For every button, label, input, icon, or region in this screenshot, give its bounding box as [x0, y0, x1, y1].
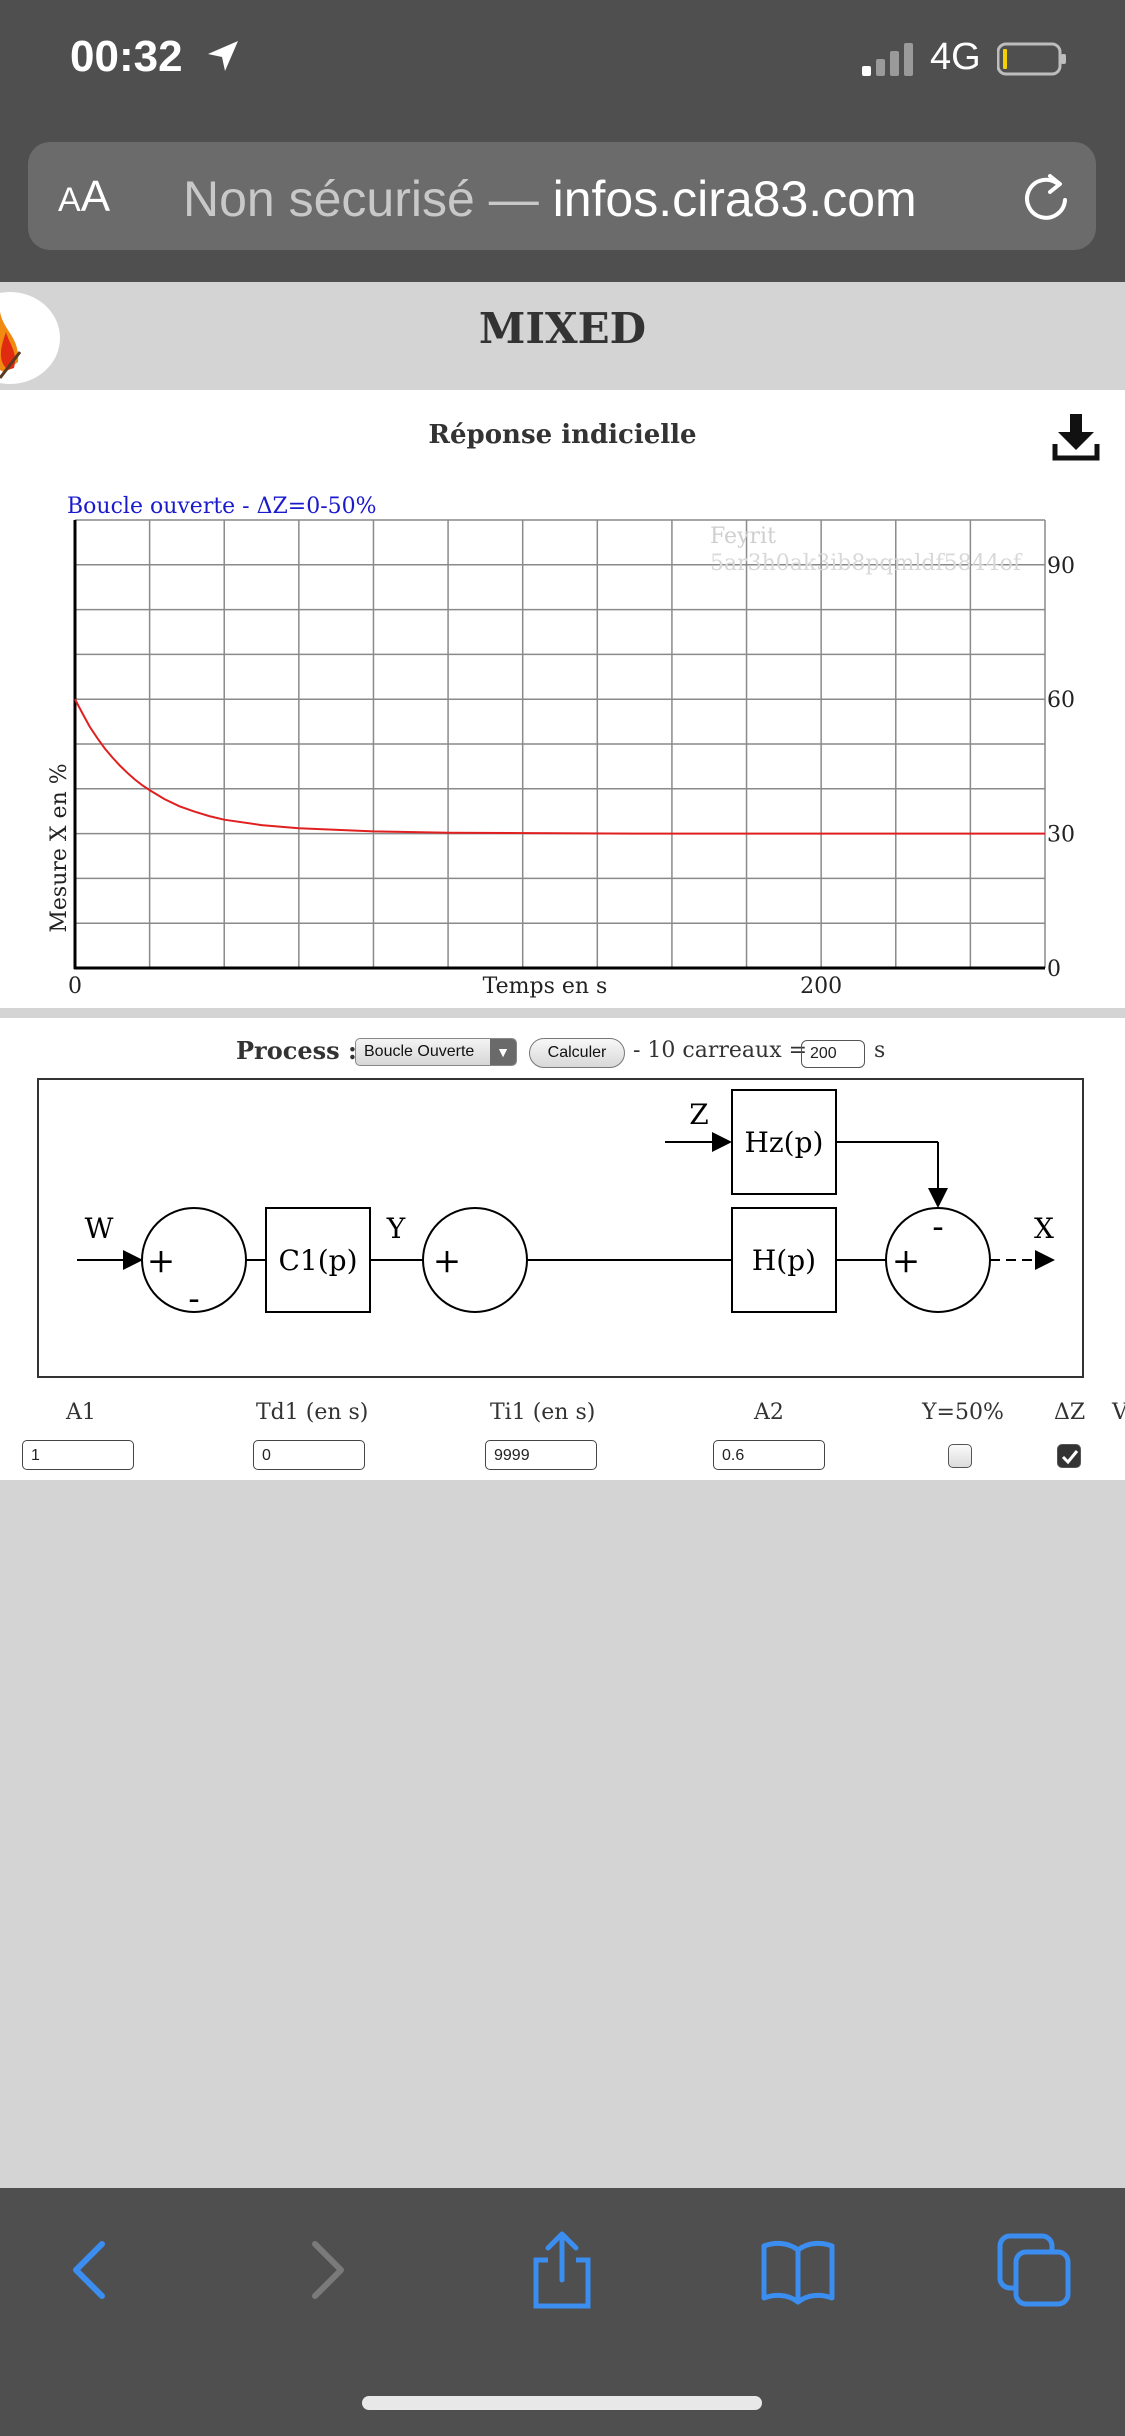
- minus-sign-1: -: [188, 1279, 200, 1319]
- y-tick-label: 90: [1047, 554, 1075, 579]
- a2-label: A2: [754, 1400, 784, 1425]
- x-label: X: [1034, 1212, 1054, 1245]
- url-text[interactable]: Non sécurisé — infos.cira83.com: [183, 170, 917, 228]
- x-tick-labels: 0 200: [68, 974, 842, 999]
- chart-watermark-line2: 5ar3h0ak3ib8pqmldf5844of: [710, 551, 1023, 576]
- process-controls-row: Process : Boucle Ouverte ▼ Calculer - 10…: [0, 1028, 1125, 1068]
- response-curve: [74, 698, 1045, 835]
- carreaux-label: - 10 carreaux =: [633, 1038, 808, 1063]
- dz-label: ΔZ: [1054, 1400, 1086, 1425]
- book-icon[interactable]: [758, 2230, 838, 2310]
- a1-label: A1: [66, 1400, 96, 1425]
- y-tick-label: 60: [1047, 688, 1075, 713]
- x-axis-label: Temps en s: [483, 974, 608, 999]
- td1-label: Td1 (en s): [256, 1400, 369, 1425]
- z-label: Z: [689, 1098, 708, 1131]
- tabs-icon[interactable]: [994, 2230, 1074, 2310]
- carreaux-input[interactable]: 200: [801, 1040, 865, 1068]
- share-icon[interactable]: [522, 2230, 602, 2310]
- url-domain: infos.cira83.com: [552, 171, 917, 227]
- td1-input[interactable]: 0: [253, 1440, 365, 1470]
- status-bar: 00:32 4G: [0, 0, 1125, 130]
- hz-label: Hz(p): [745, 1126, 824, 1159]
- dz-checkbox[interactable]: [1057, 1444, 1081, 1468]
- a2-input[interactable]: 0.6: [713, 1440, 825, 1470]
- process-panel: Process : Boucle Ouverte ▼ Calculer - 10…: [0, 1018, 1125, 1480]
- minus-sign-3: -: [932, 1207, 944, 1247]
- y-axis-label: Mesure X en %: [47, 763, 72, 932]
- reload-icon[interactable]: [1018, 170, 1074, 226]
- network-label: 4G: [930, 36, 981, 78]
- chevron-right-icon[interactable]: [285, 2230, 365, 2310]
- block-diagram: W Y Z X C1(p) Hz(p) H(p) + - + + -: [37, 1078, 1084, 1378]
- text-size-button[interactable]: AA: [58, 172, 111, 221]
- process-mode-select[interactable]: Boucle Ouverte ▼: [355, 1038, 517, 1066]
- y-tick-labels: 0 30 60 90: [1047, 554, 1075, 982]
- download-icon[interactable]: [1052, 412, 1100, 462]
- chart-grid: [75, 519, 1046, 968]
- calculer-button[interactable]: Calculer: [529, 1038, 625, 1068]
- ti1-input[interactable]: 9999: [485, 1440, 597, 1470]
- y-tick-label: 0: [1047, 957, 1061, 982]
- y50-label: Y=50%: [922, 1400, 1004, 1425]
- chart-watermark-line1: Feyrit: [710, 524, 776, 549]
- x-tick-label: 200: [800, 974, 842, 999]
- flame-logo-icon: [0, 312, 22, 379]
- x-tick-label: 0: [68, 974, 82, 999]
- battery-icon: [997, 42, 1066, 76]
- chart-panel-title: Réponse indicielle: [428, 420, 697, 450]
- process-label: Process :: [236, 1036, 357, 1065]
- chart-series: [74, 698, 1045, 835]
- c1-label: C1(p): [278, 1244, 357, 1277]
- chart-legend-text: Boucle ouverte - ΔZ=0-50%: [67, 494, 377, 519]
- section-divider: [0, 1008, 1125, 1018]
- plus-sign-1: +: [147, 1241, 176, 1281]
- step-response-chart: Boucle ouverte - ΔZ=0-50% Feyrit 5ar3h0a…: [47, 494, 1075, 999]
- carreaux-unit: s: [874, 1038, 886, 1063]
- page-title: MIXED: [478, 304, 647, 353]
- signal-icon: [862, 43, 913, 76]
- browser-chrome: AA Non sécurisé — infos.cira83.com: [0, 130, 1125, 282]
- y-tick-label: 30: [1047, 823, 1075, 848]
- status-time: 00:32: [70, 32, 183, 81]
- w-label: W: [85, 1212, 114, 1245]
- select-arrow-icon: ▼: [490, 1039, 516, 1065]
- ti1-label: Ti1 (en s): [490, 1400, 596, 1425]
- chart-panel: Boucle ouverte - ΔZ=0-50% Feyrit 5ar3h0a…: [0, 390, 1125, 1008]
- process-mode-value: Boucle Ouverte: [364, 1043, 475, 1060]
- url-bar[interactable]: AA Non sécurisé — infos.cira83.com: [28, 142, 1096, 250]
- page-header: MIXED: [0, 282, 1125, 390]
- a1-input[interactable]: 1: [22, 1440, 134, 1470]
- checkmark-icon: [1061, 1450, 1079, 1465]
- chart-axes: [73, 520, 1045, 970]
- y50-checkbox[interactable]: [948, 1444, 972, 1468]
- truncated-param-label: V: [1112, 1400, 1125, 1425]
- url-security-label: Non sécurisé —: [183, 171, 539, 227]
- location-arrow-icon: [208, 41, 238, 71]
- plus-sign-2: +: [433, 1241, 462, 1281]
- plus-sign-3: +: [892, 1241, 921, 1281]
- bottom-toolbar: [0, 2188, 1125, 2436]
- y-label: Y: [386, 1212, 406, 1245]
- chevron-left-icon[interactable]: [52, 2230, 132, 2310]
- home-indicator: [362, 2396, 762, 2410]
- h-label: H(p): [752, 1244, 816, 1277]
- block-diagram-svg: W Y Z X C1(p) Hz(p) H(p) + - + + -: [77, 1089, 1055, 1319]
